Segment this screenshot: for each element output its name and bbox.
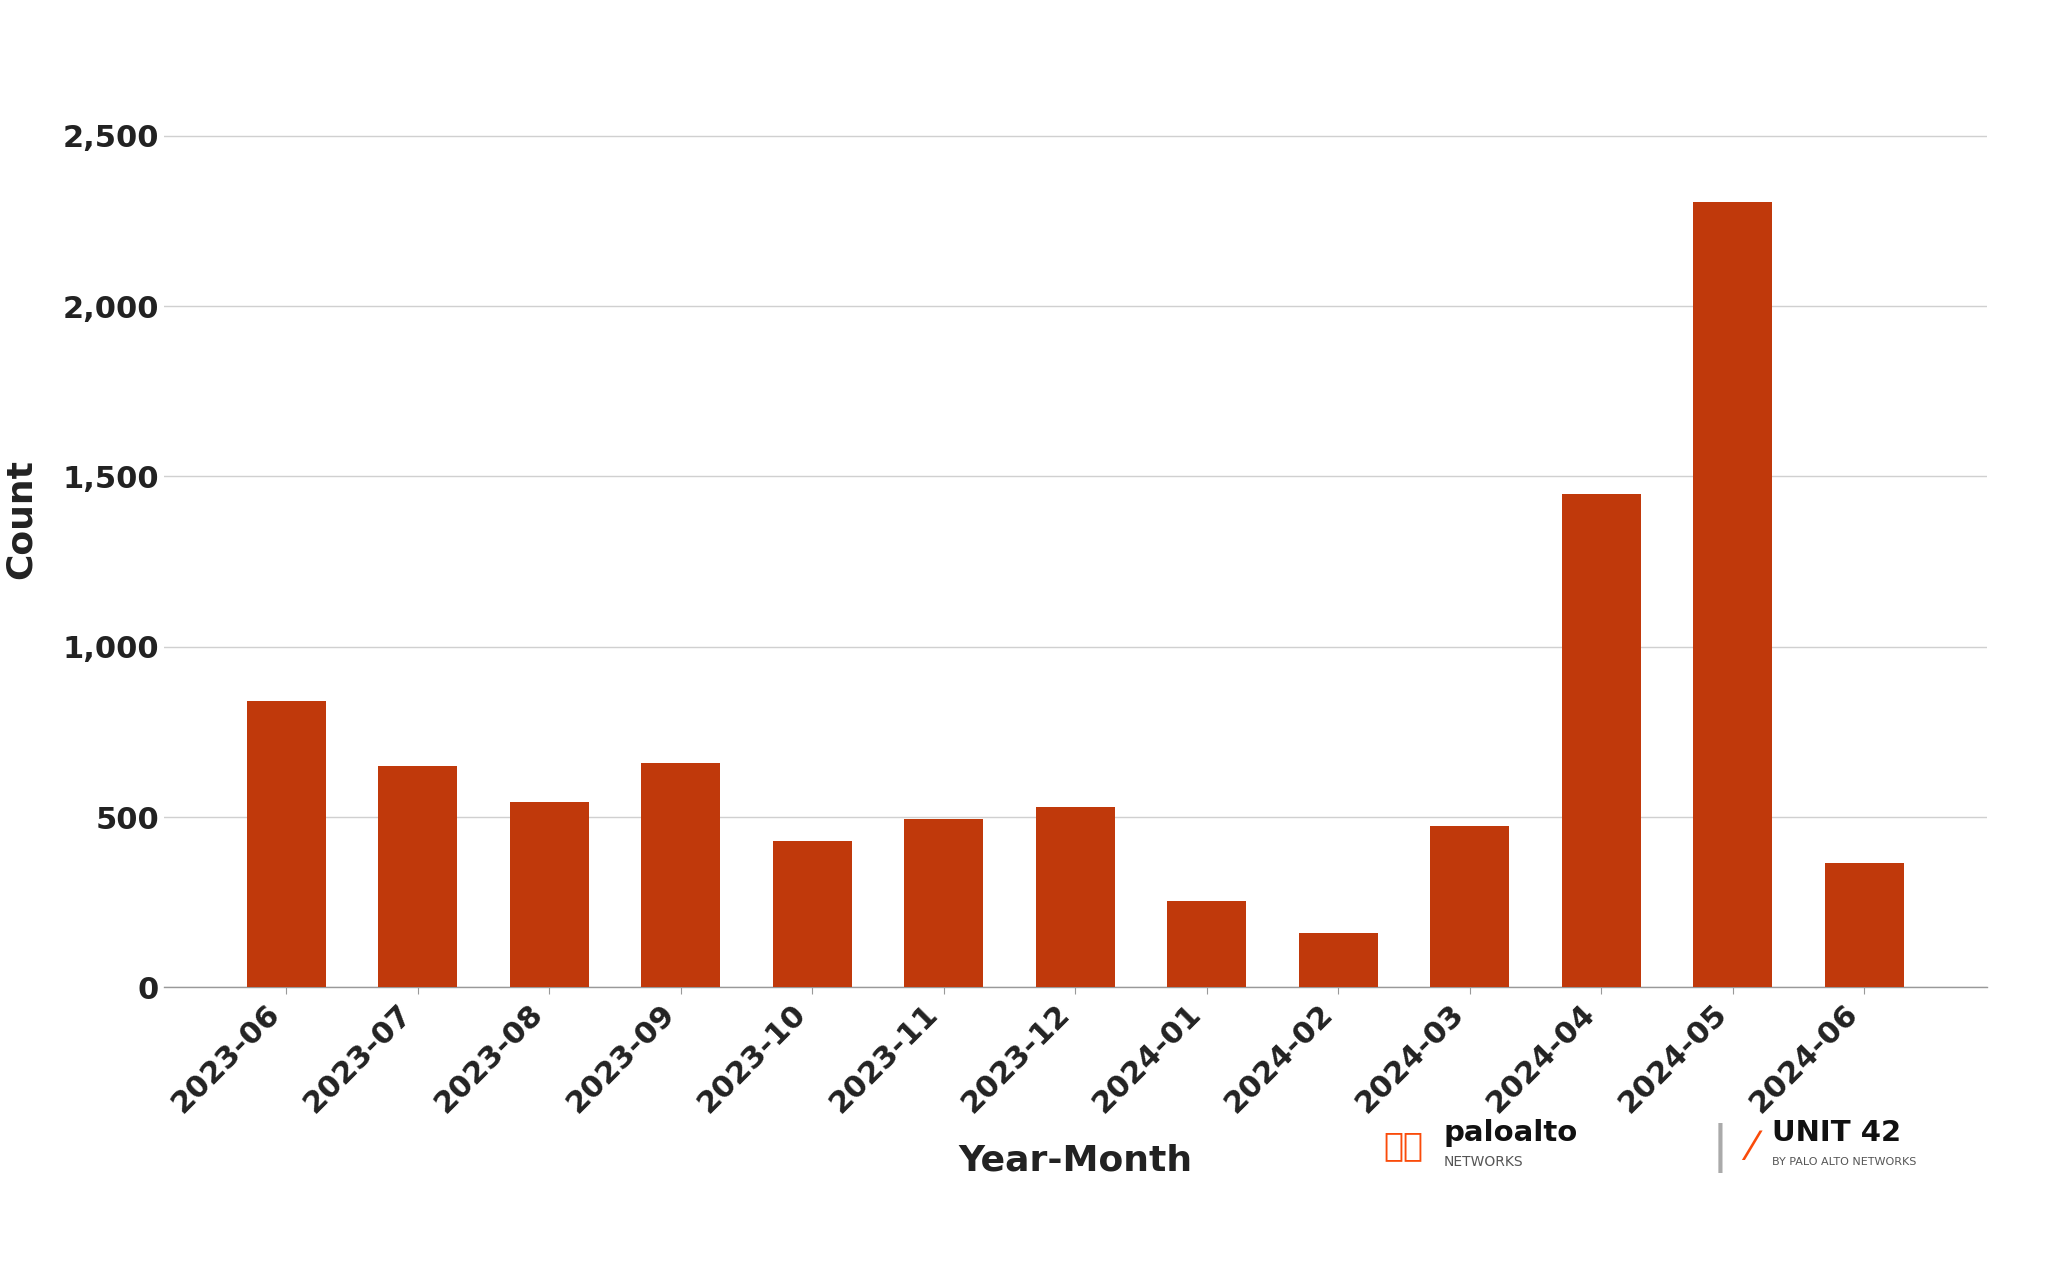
Bar bbox=[379, 766, 457, 987]
Bar bbox=[246, 701, 326, 987]
Text: UNIT 42: UNIT 42 bbox=[1772, 1119, 1901, 1147]
Y-axis label: Count: Count bbox=[4, 460, 37, 579]
Bar bbox=[772, 841, 852, 987]
Text: |: | bbox=[1712, 1123, 1729, 1174]
Bar bbox=[1694, 203, 1772, 987]
Bar bbox=[905, 819, 983, 987]
Text: ⧈⧈: ⧈⧈ bbox=[1382, 1129, 1423, 1162]
Bar bbox=[1298, 933, 1378, 987]
Text: paloalto: paloalto bbox=[1444, 1119, 1579, 1147]
Text: NETWORKS: NETWORKS bbox=[1444, 1155, 1524, 1170]
Text: BY PALO ALTO NETWORKS: BY PALO ALTO NETWORKS bbox=[1772, 1157, 1915, 1167]
X-axis label: Year-Month: Year-Month bbox=[958, 1143, 1192, 1177]
Bar bbox=[1036, 806, 1114, 987]
Text: ⁄: ⁄ bbox=[1747, 1129, 1755, 1167]
Bar bbox=[641, 762, 721, 987]
Bar bbox=[1563, 494, 1640, 987]
Bar bbox=[510, 801, 588, 987]
Bar bbox=[1825, 863, 1905, 987]
Bar bbox=[1430, 825, 1509, 987]
Bar bbox=[1167, 900, 1245, 987]
